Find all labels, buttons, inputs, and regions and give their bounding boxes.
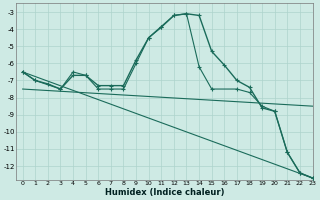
X-axis label: Humidex (Indice chaleur): Humidex (Indice chaleur) — [105, 188, 224, 197]
